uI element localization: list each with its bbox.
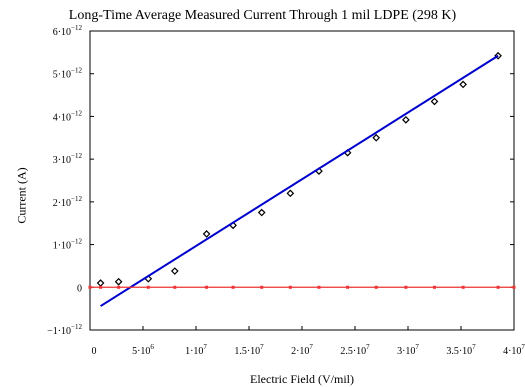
x-tick-label: 5·106 <box>132 343 154 357</box>
x-tick-label: 1·107 <box>185 343 207 357</box>
baseline-series-point <box>317 285 321 289</box>
baseline-series-point <box>374 285 378 289</box>
baseline-series-point <box>288 285 292 289</box>
baseline-series-point <box>260 285 264 289</box>
baseline-series-point <box>512 285 516 289</box>
x-tick-label: 4·107 <box>503 343 525 357</box>
data-point-marker <box>96 279 105 287</box>
baseline-series-point <box>231 285 235 289</box>
x-tick-label: 2.5·107 <box>340 343 370 357</box>
x-axis-label: Electric Field (V/mil) <box>250 372 354 386</box>
data-point-marker <box>170 267 179 275</box>
y-tick-label: 4·10−12 <box>53 109 83 123</box>
data-point-marker <box>286 189 295 198</box>
data-point-marker <box>202 230 211 238</box>
baseline-series-point <box>99 285 103 289</box>
data-point-marker <box>459 80 467 89</box>
baseline-series-point <box>461 285 465 289</box>
chart-title: Long-Time Average Measured Current Throu… <box>68 8 457 23</box>
x-tick-label: 1.5·107 <box>234 343 264 357</box>
baseline-series-point <box>173 285 177 289</box>
x-tick-label: 3·107 <box>397 343 419 357</box>
y-tick-label: 5·10−12 <box>53 67 83 81</box>
y-tick-label: −1·10−12 <box>47 323 82 337</box>
baseline-series-point <box>146 285 150 289</box>
data-point-marker <box>372 133 381 142</box>
baseline-series-point <box>404 285 408 289</box>
baseline-series-point <box>433 285 436 289</box>
data-point-marker <box>402 115 410 124</box>
x-tick-label: 0 <box>92 346 97 357</box>
baseline-series-point <box>88 285 92 289</box>
baseline-series-point <box>346 285 350 289</box>
x-tick-label: 3.5·107 <box>446 343 476 357</box>
baseline-series-point <box>496 285 500 289</box>
y-tick-label: 6·10−12 <box>53 24 83 38</box>
linear-fit-line <box>100 54 499 307</box>
y-tick-label: 1·10−12 <box>53 238 83 252</box>
y-tick-label: 0 <box>77 283 82 294</box>
baseline-series-point <box>205 285 209 289</box>
data-point-marker <box>430 97 439 106</box>
y-tick-label: 3·10−12 <box>53 152 83 166</box>
y-tick-label: 2·10−12 <box>53 195 83 209</box>
data-point-marker <box>257 208 266 217</box>
baseline-series-point <box>117 285 121 289</box>
data-point-marker <box>114 277 123 286</box>
plot-frame <box>89 30 515 331</box>
x-tick-label: 2·107 <box>291 343 313 357</box>
